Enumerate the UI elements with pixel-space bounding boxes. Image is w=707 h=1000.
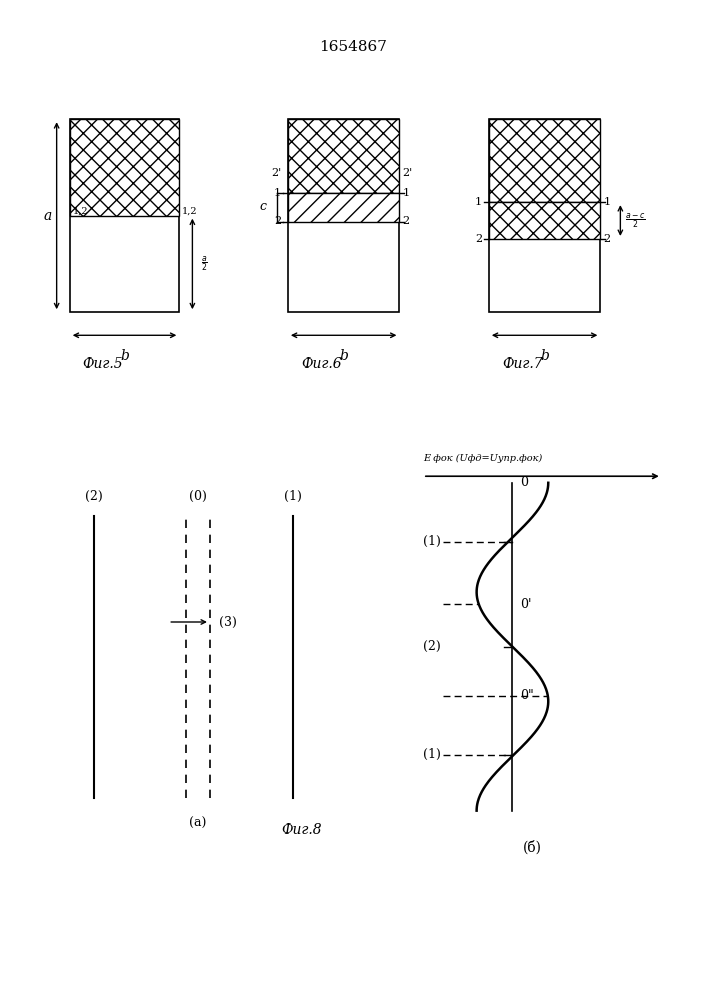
Text: Е фок (Uфд=Uупр.фок): Е фок (Uфд=Uупр.фок): [423, 454, 542, 463]
Text: 1654867: 1654867: [320, 40, 387, 54]
Text: $\frac{a-c}{2}$: $\frac{a-c}{2}$: [625, 211, 645, 230]
Bar: [70, 119, 180, 312]
Text: (3): (3): [218, 615, 237, 629]
Text: 2: 2: [475, 234, 482, 244]
Bar: [70, 119, 180, 216]
Text: 2: 2: [403, 217, 410, 227]
Text: $\frac{a}{2}$: $\frac{a}{2}$: [201, 254, 208, 273]
Text: 2: 2: [604, 234, 611, 244]
Text: (1): (1): [284, 490, 302, 503]
Text: (а): (а): [189, 817, 206, 830]
Text: Фиг.8: Фиг.8: [281, 823, 322, 837]
Text: b: b: [540, 349, 549, 363]
Text: (0): (0): [189, 490, 207, 503]
Text: 1: 1: [604, 197, 611, 207]
Bar: [489, 202, 600, 239]
Text: (1): (1): [423, 535, 440, 548]
Bar: [288, 193, 399, 222]
Text: 2': 2': [403, 168, 413, 178]
Bar: [288, 119, 399, 312]
Text: 1,2: 1,2: [182, 207, 197, 216]
Text: 2': 2': [271, 168, 281, 178]
Text: 1: 1: [475, 197, 482, 207]
Bar: [489, 119, 600, 202]
Text: c: c: [260, 200, 267, 213]
Bar: [288, 119, 399, 193]
Text: b: b: [339, 349, 348, 363]
Text: (2): (2): [85, 490, 103, 503]
Text: b: b: [120, 349, 129, 363]
Text: a: a: [44, 209, 52, 223]
Text: (1): (1): [423, 748, 440, 761]
Text: (б): (б): [523, 840, 542, 854]
Text: 1: 1: [274, 188, 281, 198]
Text: Фиг.7: Фиг.7: [502, 357, 543, 371]
Text: (2): (2): [423, 640, 440, 653]
Text: 1: 1: [403, 188, 410, 198]
Text: Фиг.5: Фиг.5: [82, 357, 123, 371]
Text: 0: 0: [520, 476, 528, 489]
Text: 0": 0": [520, 689, 534, 702]
Text: 2: 2: [274, 217, 281, 227]
Text: 0': 0': [520, 598, 532, 611]
Bar: [489, 119, 600, 312]
Text: Фиг.6: Фиг.6: [301, 357, 341, 371]
Text: 1,2: 1,2: [73, 207, 88, 216]
